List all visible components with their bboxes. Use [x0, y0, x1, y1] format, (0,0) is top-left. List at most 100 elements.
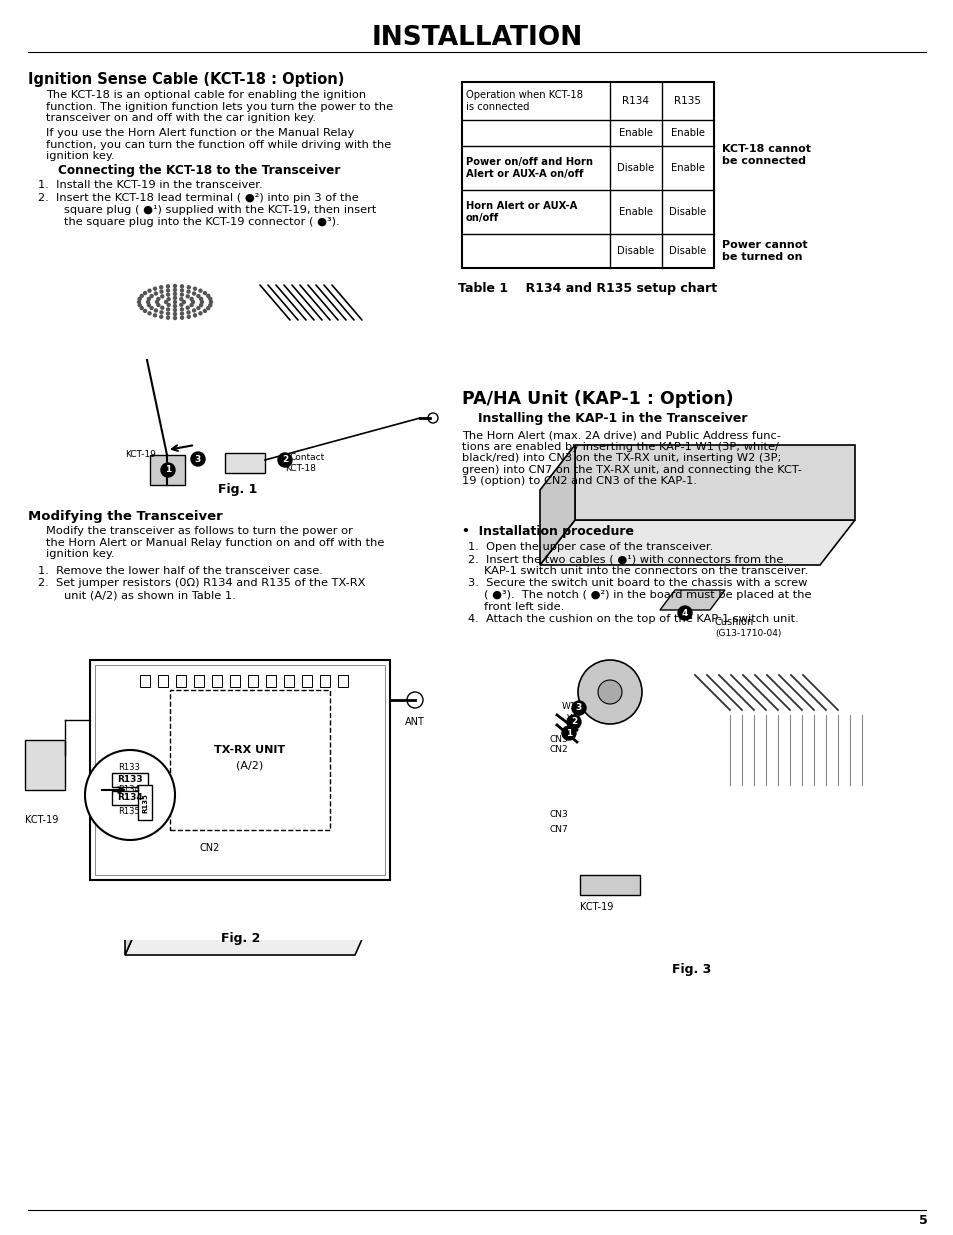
Circle shape — [148, 289, 151, 293]
Text: CN3: CN3 — [550, 810, 568, 819]
Text: 3: 3 — [576, 704, 581, 713]
Text: R134: R134 — [118, 785, 140, 794]
Circle shape — [138, 298, 141, 300]
Circle shape — [180, 298, 183, 300]
Text: 3: 3 — [194, 454, 201, 463]
Text: CN7: CN7 — [550, 825, 568, 834]
Text: TX-RX UNIT: TX-RX UNIT — [214, 745, 285, 755]
Bar — [110, 804, 148, 820]
Circle shape — [199, 311, 202, 315]
Circle shape — [167, 304, 170, 306]
Circle shape — [156, 298, 160, 300]
Bar — [337, 676, 348, 687]
Text: W1: W1 — [561, 701, 576, 711]
Circle shape — [137, 300, 140, 304]
Text: R133: R133 — [118, 763, 140, 773]
Text: 1.  Install the KCT-19 in the transceiver.: 1. Install the KCT-19 in the transceiver… — [38, 180, 262, 190]
Circle shape — [167, 293, 170, 296]
Text: Power on/off and Horn
Alert or AUX-A on/off: Power on/off and Horn Alert or AUX-A on/… — [465, 157, 593, 179]
Circle shape — [161, 306, 164, 309]
Circle shape — [173, 293, 176, 295]
Circle shape — [173, 316, 176, 320]
Text: The Horn Alert (max. 2A drive) and Public Address func-
tions are enabled by ins: The Horn Alert (max. 2A drive) and Publi… — [461, 430, 801, 487]
Text: W2: W2 — [566, 714, 581, 722]
Text: KCT-19: KCT-19 — [579, 902, 613, 911]
Bar — [212, 676, 222, 687]
Text: Operation when KCT-18
is connected: Operation when KCT-18 is connected — [465, 90, 582, 112]
Text: Modifying the Transceiver: Modifying the Transceiver — [28, 510, 222, 522]
Bar — [170, 690, 330, 830]
Circle shape — [85, 750, 174, 840]
Circle shape — [156, 304, 160, 306]
Circle shape — [199, 289, 202, 293]
Text: (G13-1710-04): (G13-1710-04) — [714, 629, 781, 638]
Circle shape — [159, 315, 163, 319]
Circle shape — [173, 305, 176, 308]
Text: Installing the KAP-1 in the Transceiver: Installing the KAP-1 in the Transceiver — [477, 412, 747, 425]
Bar — [248, 676, 257, 687]
Bar — [579, 876, 639, 895]
Circle shape — [160, 311, 163, 314]
Text: INSTALLATION: INSTALLATION — [371, 25, 582, 51]
Circle shape — [209, 304, 212, 306]
Bar — [193, 676, 204, 687]
Text: ANT: ANT — [405, 718, 424, 727]
Polygon shape — [125, 840, 145, 955]
Circle shape — [182, 300, 185, 304]
Circle shape — [561, 726, 576, 740]
Circle shape — [173, 289, 176, 291]
Circle shape — [167, 312, 170, 315]
Circle shape — [153, 314, 156, 317]
Text: R133: R133 — [117, 776, 143, 784]
Text: Table 1    R134 and R135 setup chart: Table 1 R134 and R135 setup chart — [458, 282, 717, 295]
Text: R135: R135 — [674, 96, 700, 106]
Polygon shape — [539, 520, 854, 564]
Text: KCT-19: KCT-19 — [25, 815, 58, 825]
Text: KAP-1 switch unit into the connectors on the transceiver.: KAP-1 switch unit into the connectors on… — [483, 566, 807, 576]
Circle shape — [186, 295, 189, 298]
Text: square plug ( ●¹) supplied with the KCT-19, then insert: square plug ( ●¹) supplied with the KCT-… — [64, 205, 376, 215]
Circle shape — [180, 308, 183, 311]
Text: •  Installation procedure: • Installation procedure — [461, 525, 634, 538]
Text: 5: 5 — [919, 1214, 927, 1226]
Circle shape — [154, 291, 157, 295]
Circle shape — [180, 316, 183, 319]
Circle shape — [173, 284, 176, 288]
Bar — [225, 453, 265, 473]
Text: Cushion: Cushion — [714, 618, 754, 627]
Circle shape — [210, 300, 213, 304]
Circle shape — [203, 310, 206, 312]
Text: 3.  Secure the switch unit board to the chassis with a screw: 3. Secure the switch unit board to the c… — [468, 578, 806, 588]
Circle shape — [428, 412, 437, 424]
Circle shape — [191, 452, 205, 466]
Circle shape — [147, 300, 150, 304]
Text: the square plug into the KCT-19 connector ( ●³).: the square plug into the KCT-19 connecto… — [64, 217, 339, 227]
Bar — [284, 676, 294, 687]
Text: 1.  Open the upper case of the transceiver.: 1. Open the upper case of the transceive… — [468, 542, 713, 552]
Circle shape — [161, 463, 174, 477]
Text: R134: R134 — [117, 794, 143, 803]
Bar — [140, 676, 150, 687]
Bar — [110, 760, 148, 776]
Circle shape — [180, 289, 183, 291]
Text: CN2: CN2 — [199, 844, 220, 853]
Text: Horn Alert or AUX-A
on/off: Horn Alert or AUX-A on/off — [465, 201, 577, 222]
Polygon shape — [539, 445, 575, 564]
Circle shape — [161, 295, 164, 298]
Text: Contact: Contact — [290, 453, 325, 462]
Circle shape — [578, 659, 641, 724]
Bar — [319, 676, 330, 687]
Text: Enable: Enable — [618, 207, 652, 217]
Circle shape — [678, 606, 691, 620]
Bar — [158, 676, 168, 687]
Text: Enable: Enable — [670, 163, 704, 173]
Text: Disable: Disable — [617, 246, 654, 256]
Bar — [461, 82, 713, 268]
Circle shape — [180, 312, 183, 315]
Text: KCT-19: KCT-19 — [125, 450, 155, 459]
Text: Disable: Disable — [669, 207, 706, 217]
Text: Modify the transceiver as follows to turn the power or
the Horn Alert or Manual : Modify the transceiver as follows to tur… — [46, 526, 384, 559]
Text: Fig. 2: Fig. 2 — [220, 932, 260, 945]
Circle shape — [167, 316, 170, 319]
Bar — [302, 676, 312, 687]
